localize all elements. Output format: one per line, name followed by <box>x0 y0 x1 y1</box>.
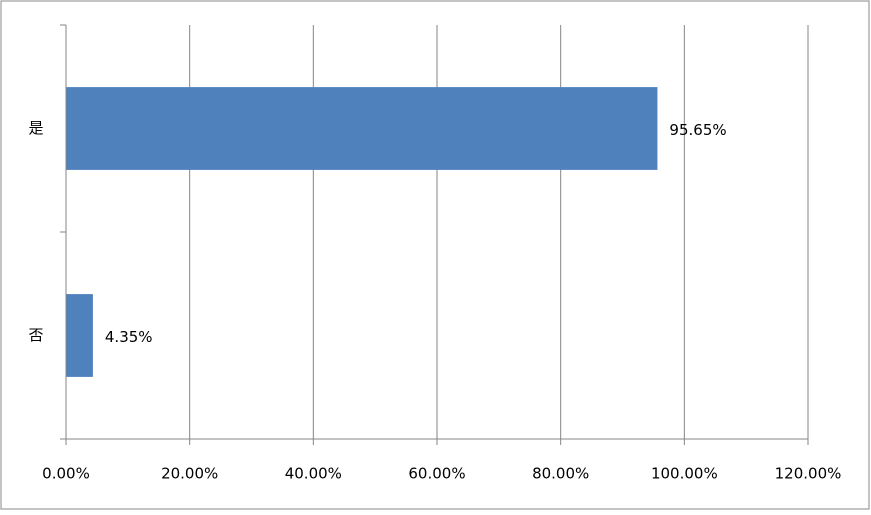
x-tick-label: 20.00% <box>161 465 218 483</box>
x-tick-label: 100.00% <box>651 465 718 483</box>
bar <box>66 87 658 170</box>
x-tick-label: 80.00% <box>532 465 589 483</box>
data-label: 95.65% <box>669 121 726 139</box>
x-tick-label: 120.00% <box>775 465 842 483</box>
y-tick-label: 否 <box>28 326 43 344</box>
x-tick-label: 0.00% <box>42 465 90 483</box>
data-label: 4.35% <box>105 328 153 346</box>
bar <box>66 294 93 377</box>
x-tick-label: 40.00% <box>285 465 342 483</box>
y-tick-label: 是 <box>28 119 43 137</box>
x-tick-label: 60.00% <box>408 465 465 483</box>
